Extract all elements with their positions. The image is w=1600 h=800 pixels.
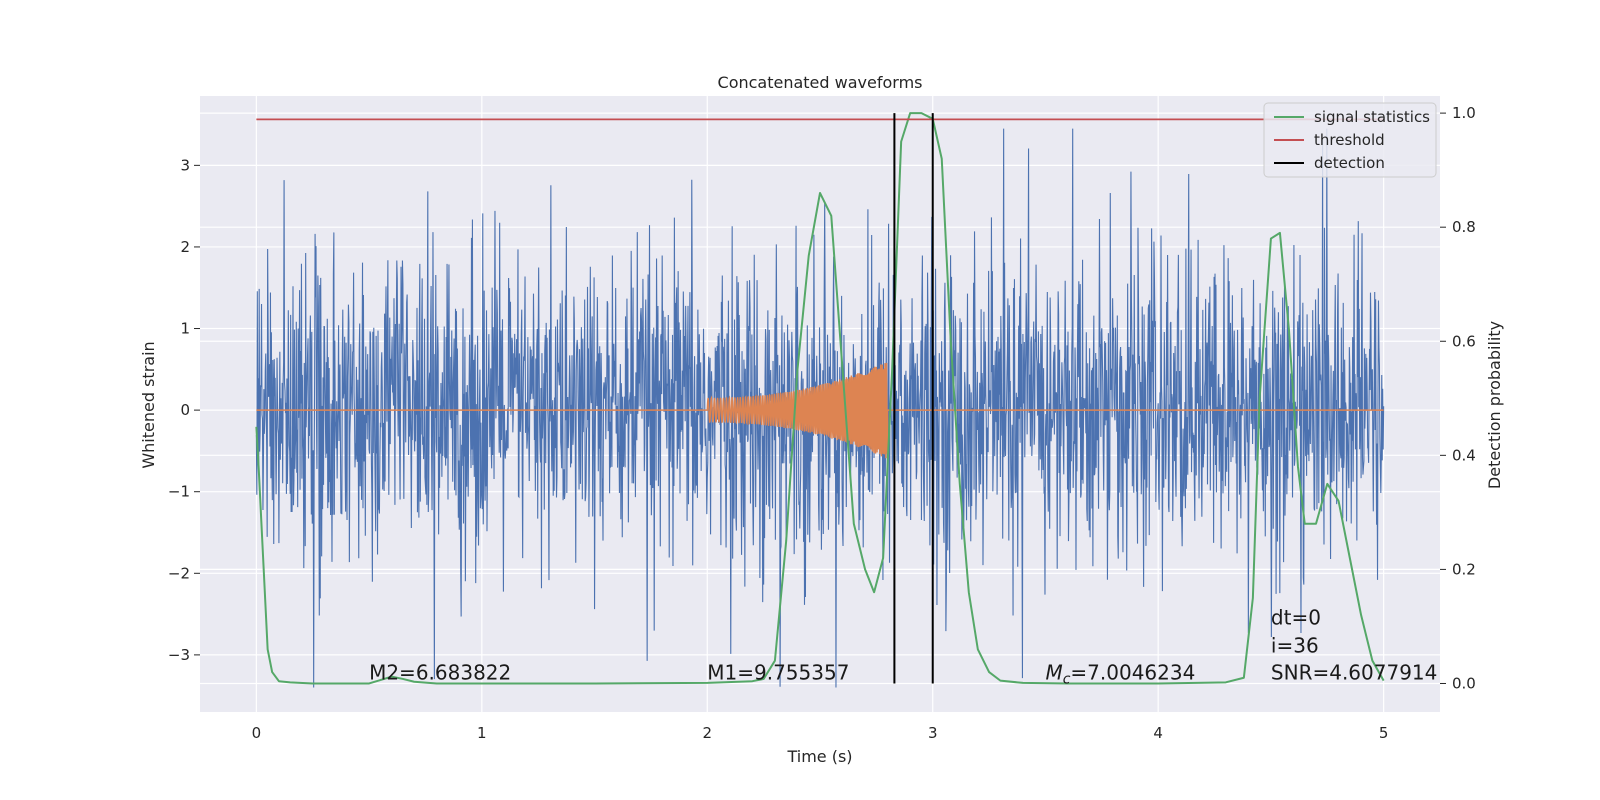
- y2-tick-label: 0.0: [1452, 674, 1476, 692]
- y-tick-label: 2: [180, 238, 190, 256]
- y-axis-label: Whitened strain: [139, 341, 158, 468]
- legend-label: detection: [1314, 154, 1385, 172]
- y-tick-label: 1: [180, 320, 190, 338]
- y-tick-label: 0: [180, 401, 190, 419]
- annotation-text: Mc=7.0046234: [1045, 660, 1195, 687]
- x-tick-label: 1: [477, 724, 487, 742]
- y-tick-label: −1: [168, 483, 190, 501]
- y2-tick-label: 0.6: [1452, 332, 1476, 350]
- y2-tick-label: 1.0: [1452, 104, 1476, 122]
- legend-label: threshold: [1314, 131, 1385, 149]
- x-tick-label: 3: [928, 724, 938, 742]
- y-tick-label: −2: [168, 564, 190, 582]
- annotation-text: dt=0: [1271, 606, 1321, 630]
- y-tick-label: −3: [168, 646, 190, 664]
- annotation-text: M1=9.755357: [707, 660, 849, 684]
- template-series: [256, 362, 1384, 459]
- chart-title: Concatenated waveforms: [718, 73, 923, 92]
- x-tick-label: 0: [252, 724, 262, 742]
- ticks: 0 1 2 3 4 5 −3 −2 −1 0 1 2 3 0.0 0.2 0.4 0.6 0.8 1.0: [168, 104, 1476, 742]
- y2-tick-label: 0.2: [1452, 560, 1476, 578]
- x-tick-label: 5: [1379, 724, 1389, 742]
- x-tick-label: 4: [1153, 724, 1163, 742]
- template-line: [256, 362, 1384, 459]
- annotation-text: i=36: [1271, 633, 1319, 657]
- y2-axis-label: Detection probability: [1485, 321, 1504, 489]
- y2-tick-label: 0.8: [1452, 218, 1476, 236]
- legend: signal statistics threshold detection: [1263, 102, 1437, 178]
- probability-series: [255, 112, 1385, 685]
- annotations: M2=6.683822 M1=9.755357 Mc=7.0046234 SNR=4.…: [369, 606, 1437, 688]
- legend-label: signal statistics: [1314, 108, 1430, 126]
- y-tick-label: 3: [180, 156, 190, 174]
- signal-statistics-line: [255, 112, 1385, 685]
- annotation-text: SNR=4.6077914: [1271, 660, 1437, 684]
- x-tick-label: 2: [702, 724, 712, 742]
- x-axis-label: Time (s): [786, 747, 852, 766]
- annotation-text: M2=6.683822: [369, 660, 511, 684]
- legend-box: [1263, 102, 1437, 178]
- y2-tick-label: 0.4: [1452, 446, 1476, 464]
